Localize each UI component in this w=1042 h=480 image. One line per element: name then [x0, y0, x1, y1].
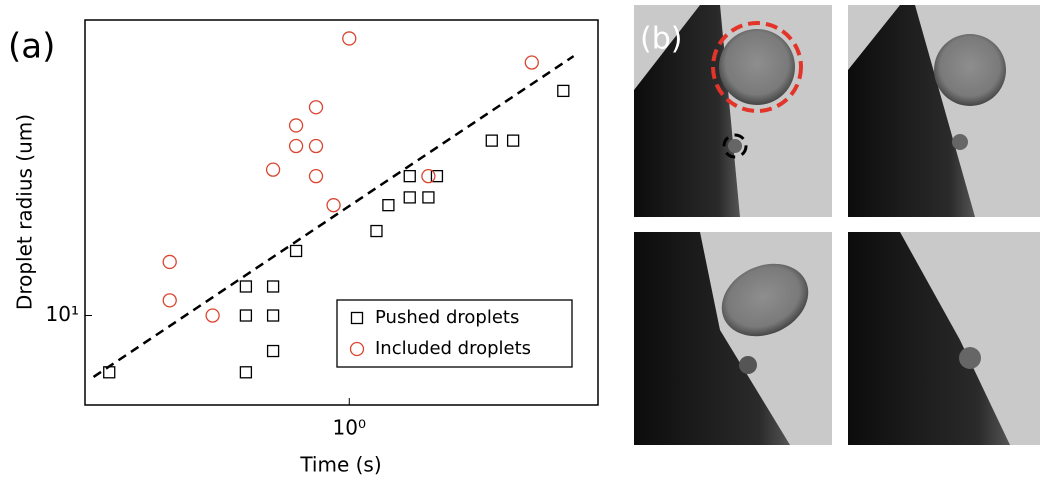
marker-circle	[308, 138, 324, 154]
marker-circle	[326, 198, 341, 213]
marker-circle	[162, 254, 177, 270]
marker-square	[403, 169, 416, 183]
solid-front	[634, 232, 790, 445]
solid-front	[848, 5, 975, 217]
marker-circle	[342, 31, 357, 46]
legend-marker	[350, 311, 364, 325]
y-tick-label: 10¹	[46, 302, 79, 326]
highlight	[722, 133, 748, 159]
marker-circle	[288, 118, 304, 133]
marker-square	[370, 224, 383, 238]
marker-square	[103, 366, 116, 379]
droplet	[728, 139, 742, 153]
y-axis-label: Droplet radius (um)	[13, 114, 37, 310]
panel-label: (a)	[8, 27, 55, 67]
legend-label: Pushed droplets	[375, 307, 519, 328]
x-axis-label: Time (s)	[299, 453, 381, 477]
droplet	[721, 263, 809, 337]
marker-circle	[265, 162, 281, 177]
marker-square	[485, 134, 498, 147]
marker-square	[289, 244, 303, 258]
marker-square	[382, 199, 395, 212]
droplet	[719, 29, 795, 105]
marker-circle	[421, 168, 436, 184]
plot-frame	[84, 19, 599, 406]
droplet	[952, 134, 968, 150]
x-tick-label: 10⁰	[333, 416, 366, 440]
droplet	[739, 356, 757, 374]
legend-marker	[349, 341, 365, 357]
marker-square	[422, 191, 435, 204]
marker-circle	[308, 100, 324, 115]
marker-square	[239, 366, 253, 379]
marker-square	[506, 134, 520, 147]
marker-square	[266, 344, 280, 358]
legend-label: Included droplets	[375, 338, 531, 359]
marker-square	[557, 84, 570, 98]
marker-circle	[288, 138, 304, 154]
marker-square	[239, 280, 253, 293]
panel-label: (b)	[640, 22, 682, 57]
marker-circle	[205, 308, 220, 323]
droplet	[934, 34, 1006, 106]
legend-box	[336, 299, 573, 368]
solid-front	[848, 232, 1010, 445]
fit-line	[92, 55, 575, 378]
marker-square	[266, 309, 280, 322]
marker-square	[266, 280, 280, 293]
marker-square	[430, 169, 444, 183]
marker-circle	[308, 168, 324, 184]
marker-circle	[524, 55, 539, 70]
droplet	[959, 347, 981, 369]
marker-square	[403, 191, 416, 204]
marker-circle	[162, 293, 177, 308]
micrographs	[634, 5, 1040, 445]
highlight	[711, 21, 803, 113]
marker-square	[239, 309, 253, 322]
